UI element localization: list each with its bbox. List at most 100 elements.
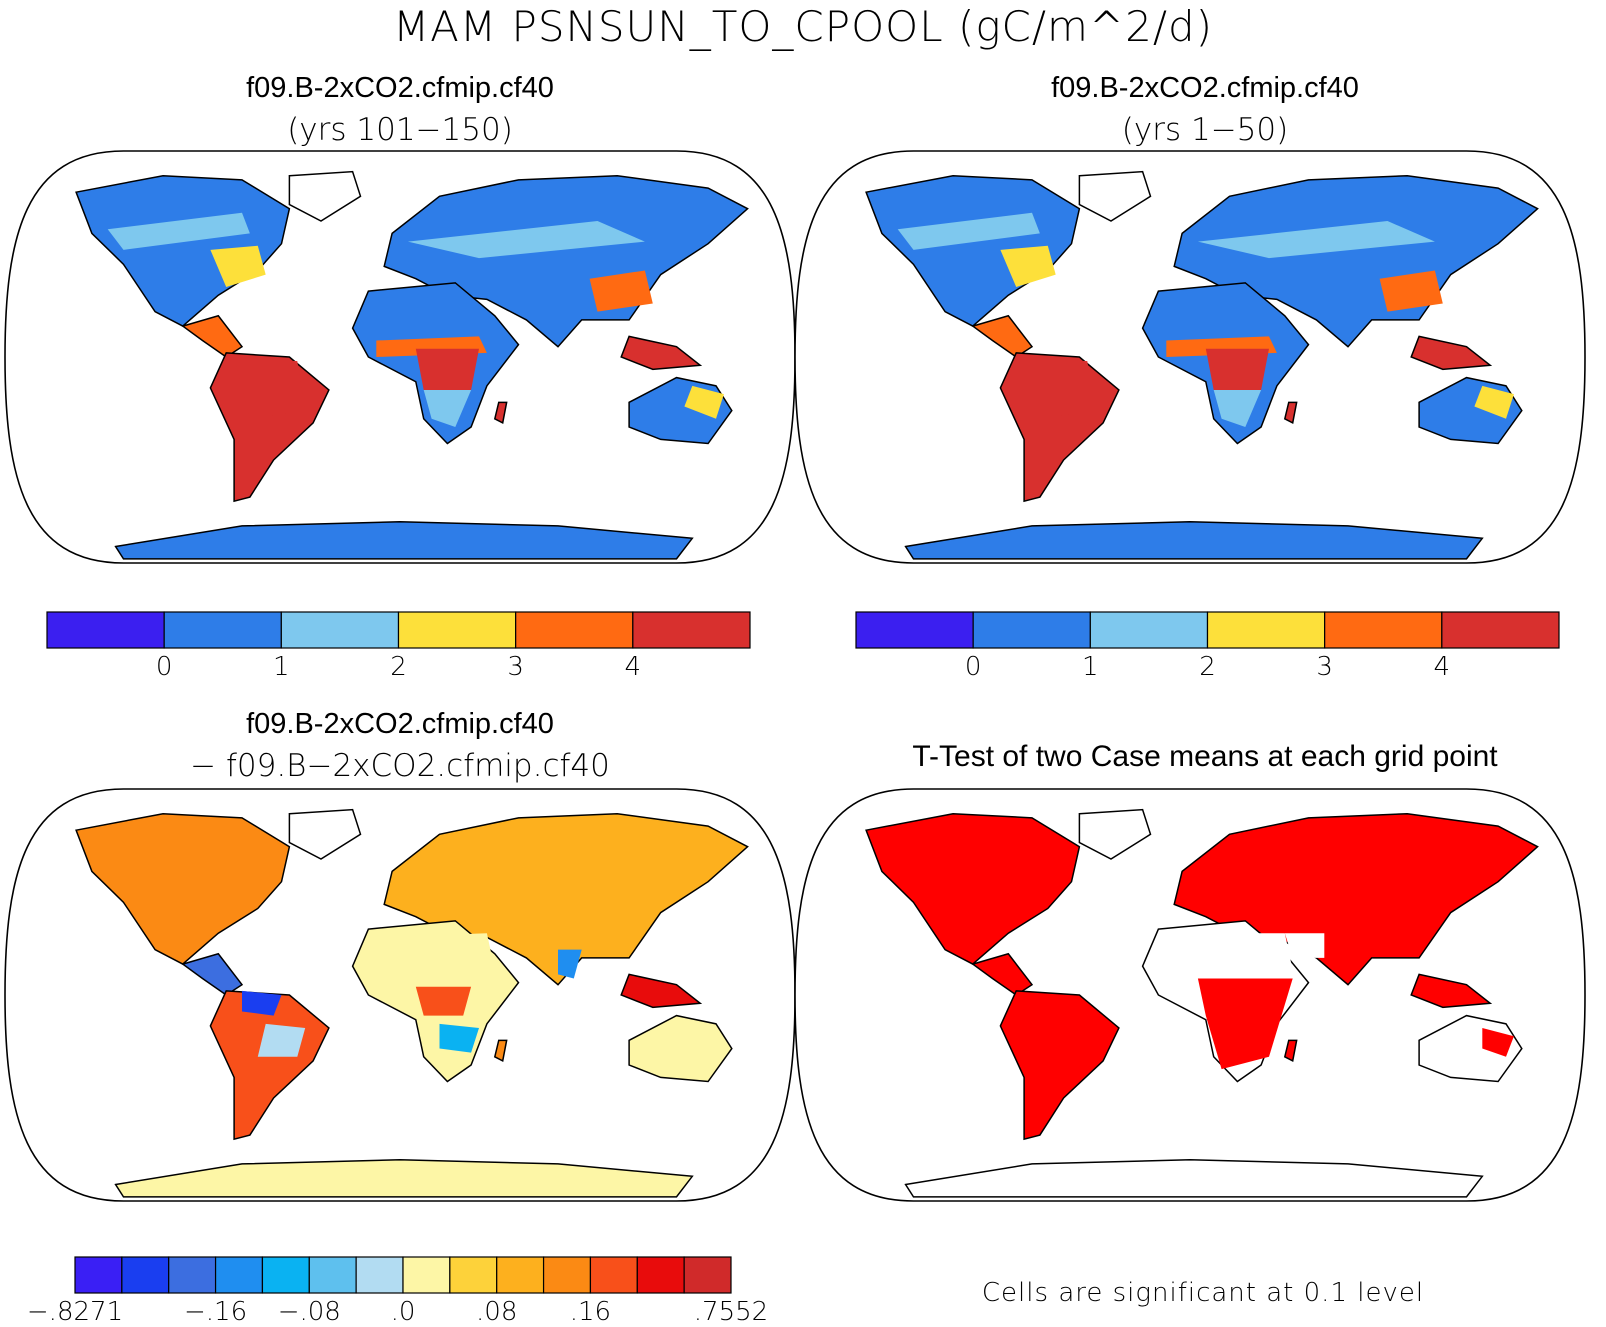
land-centralAmerica: [971, 314, 1034, 358]
land-centralAmerica: [181, 314, 244, 358]
field-australia-east: [1474, 385, 1514, 419]
colorbar-tick: .08: [476, 1297, 518, 1327]
colorbar-tick: .16: [569, 1297, 612, 1327]
field-australia-east: [684, 385, 724, 419]
colorbar-tick: 4: [624, 652, 642, 682]
significance-note: Cells are significant at 0.1 level: [981, 1278, 1425, 1308]
colorbar-swatch: [74, 1256, 123, 1294]
colorbar-swatch: [449, 1256, 498, 1294]
field-canada-light: [107, 212, 250, 250]
colorbar-swatch: [402, 1256, 451, 1294]
field-europe-light: [407, 221, 645, 259]
land-antarctica: [114, 1159, 694, 1198]
colorbar-tick: −.08: [277, 1297, 341, 1327]
colorbar-swatch: [163, 611, 282, 649]
land-antarctica: [904, 1159, 1484, 1198]
land-antarctica: [114, 521, 694, 560]
map-border: [794, 788, 1586, 1202]
colorbar-swatch: [355, 1256, 404, 1294]
field-amazon-drop: [242, 990, 282, 1016]
colorbar-swatch: [542, 1256, 592, 1294]
colorbar-tick: −.16: [183, 1297, 248, 1327]
colorbar-swatch: [1324, 611, 1443, 649]
colorbar-swatch: [121, 1256, 170, 1294]
land-madagascar: [1283, 401, 1298, 425]
field-congo-core: [415, 348, 479, 390]
colorbar-swatch: [496, 1256, 545, 1294]
colorbar-tick: 0: [155, 652, 173, 682]
map-border: [4, 150, 796, 564]
land-australia: [628, 1014, 733, 1083]
land-seAsiaIslands: [620, 335, 703, 371]
colorbar-swatch: [280, 611, 400, 649]
colorbar-tick: 2: [1199, 652, 1216, 682]
colorbar-swatch: [632, 611, 751, 649]
panel1-title: f09.B-2xCO2.cfmip.cf40: [246, 72, 554, 104]
field-europe-light: [1197, 221, 1435, 259]
field-sahara-light: [376, 933, 495, 975]
panel3-title: f09.B-2xCO2.cfmip.cf40: [246, 708, 554, 740]
field-arabia-white: [1284, 933, 1325, 958]
colorbar-swatch: [683, 1256, 732, 1294]
land-seAsiaIslands: [1410, 973, 1493, 1009]
panel2-title: f09.B-2xCO2.cfmip.cf40: [1051, 72, 1359, 104]
land-greenland: [1078, 170, 1152, 222]
land-madagascar: [1283, 1039, 1298, 1063]
colorbar-tick: .7552: [693, 1297, 769, 1327]
land-greenland: [288, 808, 362, 860]
colorbar-swatch: [1089, 611, 1209, 649]
field-australia-east-sig: [1482, 1027, 1514, 1057]
land-madagascar: [493, 1039, 508, 1063]
land-northAmerica: [865, 812, 1081, 966]
field-se-africa-blue: [439, 1023, 479, 1053]
colorbar-swatch: [46, 611, 165, 649]
land-centralAmerica: [971, 952, 1034, 996]
field-canada-light: [897, 212, 1040, 250]
colorbar-tick: 0: [964, 652, 982, 682]
colorbar-swatch: [214, 1256, 264, 1294]
field-amazon-core: [234, 357, 306, 419]
field-china-warm: [589, 270, 653, 312]
colorbar-swatch: [1441, 611, 1560, 649]
colorbar-swatch: [589, 1256, 638, 1294]
colorbar-swatch: [515, 611, 634, 649]
land-centralAmerica: [181, 952, 244, 996]
field-amazon-core: [1024, 357, 1096, 419]
colorbar-tick: 4: [1433, 652, 1451, 682]
field-congo-core: [1205, 348, 1269, 390]
field-congo-red: [415, 986, 472, 1016]
panel4-title: T-Test of two Case means at each grid po…: [912, 740, 1498, 773]
field-africa-south-sig: [1197, 978, 1293, 1070]
field-china-warm: [1379, 270, 1443, 312]
colorbar-tick: 1: [1082, 652, 1099, 682]
colorbar-tick: 3: [1316, 652, 1333, 682]
field-brazil-mixed: [257, 1023, 306, 1057]
colorbar-tick: 1: [273, 652, 290, 682]
land-antarctica: [904, 521, 1484, 560]
land-seAsiaIslands: [1410, 335, 1493, 371]
land-madagascar: [493, 401, 508, 425]
panel2-subtitle: (yrs 1−50): [1121, 112, 1289, 148]
field-se-us-warm: [210, 245, 266, 287]
colorbar-swatch: [261, 1256, 310, 1294]
field-south-africa-light: [423, 389, 472, 428]
colorbar-swatch: [397, 611, 517, 649]
colorbar-swatch: [168, 1256, 217, 1294]
colorbar-swatch: [636, 1256, 685, 1294]
colorbar-tick: .0: [390, 1297, 416, 1327]
land-northAmerica: [75, 812, 291, 966]
field-siberia-orange: [439, 838, 677, 888]
field-sahara-white: [1166, 933, 1293, 975]
land-seAsiaIslands: [620, 973, 703, 1009]
panel3-subtitle: − f09.B−2xCO2.cfmip.cf40: [190, 748, 610, 784]
land-greenland: [288, 170, 362, 222]
land-greenland: [1078, 808, 1152, 860]
field-south-africa-light: [1213, 389, 1262, 428]
